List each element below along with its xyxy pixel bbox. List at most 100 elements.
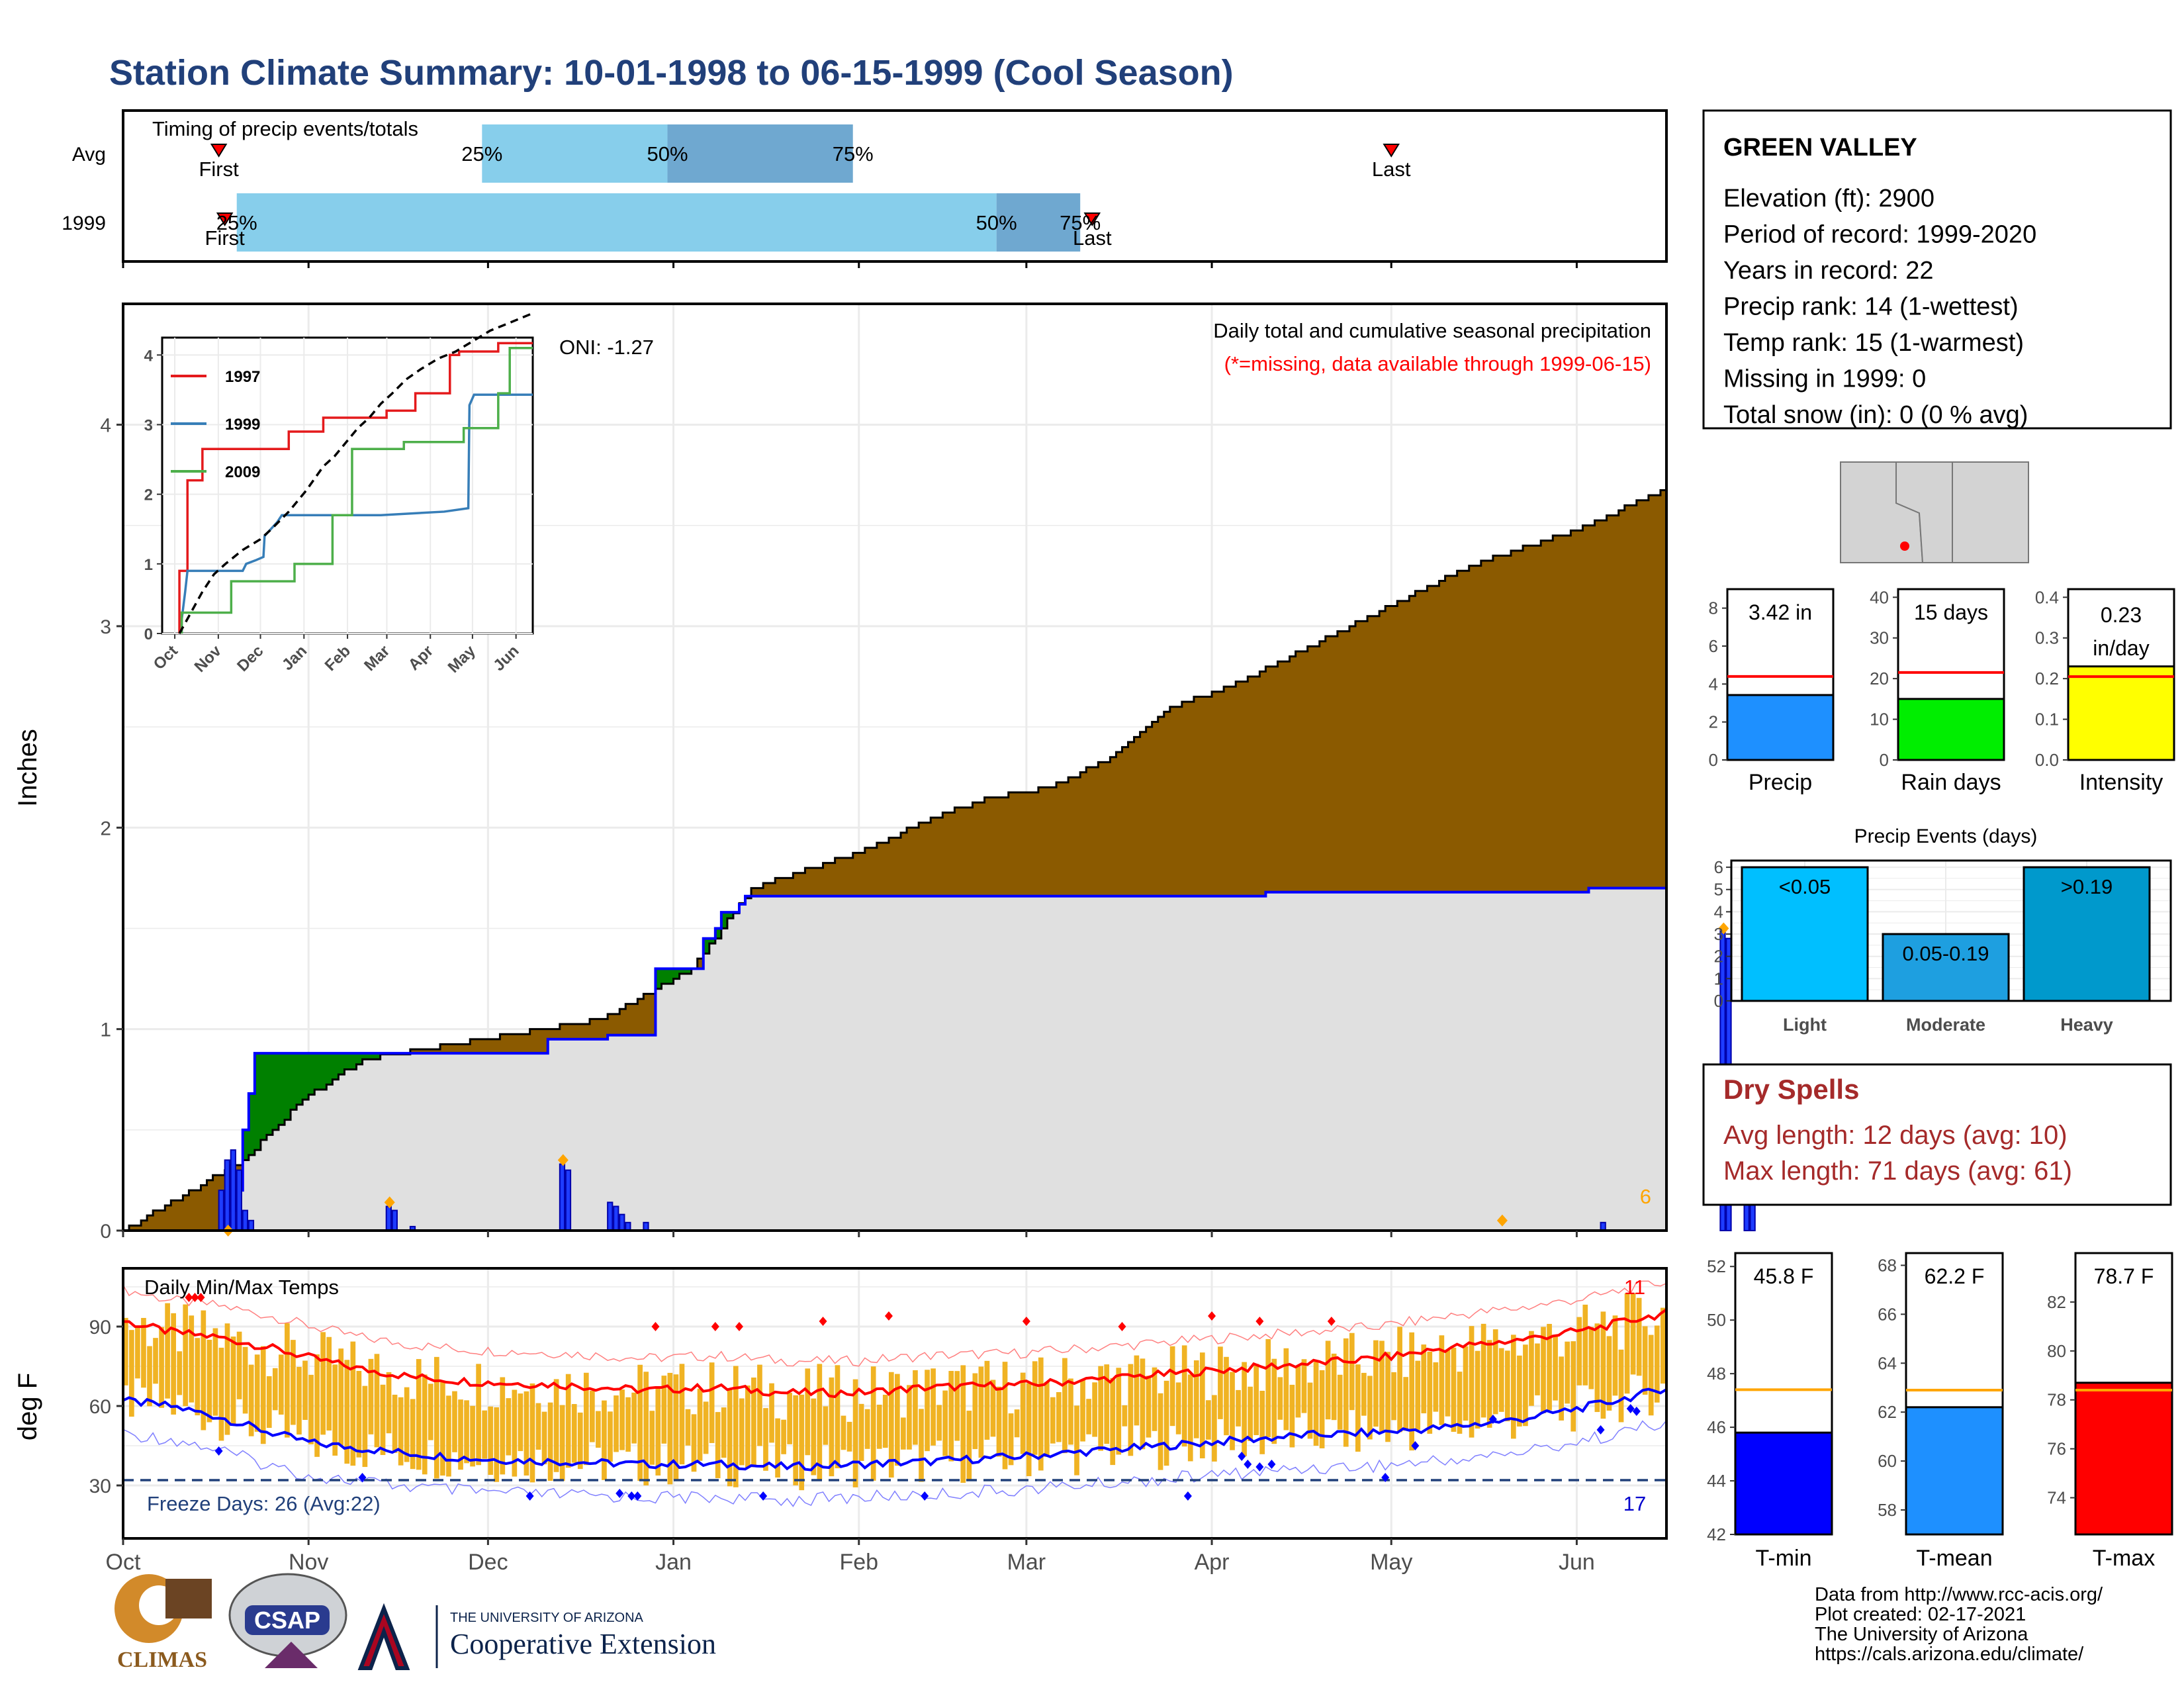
inset-ytick-label: 2 [144, 487, 153, 504]
temp-record-low-marker [1183, 1491, 1192, 1501]
temp-daily-range-bar [715, 1412, 721, 1479]
temp-daily-range-bar [1212, 1395, 1217, 1462]
temp-daily-range-bar [1421, 1344, 1427, 1414]
temp-record-low-marker [1626, 1404, 1635, 1413]
temp-daily-range-bar [787, 1393, 792, 1444]
temp-daily-range-bar [1606, 1336, 1612, 1411]
temp-daily-range-bar [123, 1317, 128, 1385]
temp-summary-ytick-label: 46 [1707, 1417, 1726, 1437]
temp-daily-range-bar [1349, 1333, 1355, 1411]
timing-label: Timing of precip events/totals [152, 117, 418, 140]
temp-summary-ytick-label: 82 [2047, 1292, 2066, 1312]
precip-daily-bar [248, 1219, 255, 1231]
temp-summary-ytick-label: 74 [2047, 1488, 2066, 1508]
temp-daily-range-bar [852, 1379, 858, 1487]
timing-avg-q50-q75-bar [667, 124, 853, 183]
temp-summary-ytick-label: 42 [1707, 1524, 1726, 1544]
events-bar-label: Moderate [1906, 1015, 1985, 1035]
temp-daily-range-bar [446, 1395, 451, 1477]
summary-bar-intensity [2067, 665, 2175, 761]
temp-daily-range-bar [1427, 1351, 1433, 1434]
timing-avg-last-label: Last [1372, 158, 1411, 181]
temp-daily-range-bar [781, 1419, 786, 1454]
oni-label: ONI: -1.27 [559, 336, 654, 359]
precip-frame [122, 303, 1668, 1232]
temp-daily-range-bar [1547, 1323, 1552, 1411]
temp-daily-range-bar [141, 1317, 146, 1388]
temp-daily-range-bar [1271, 1358, 1277, 1444]
temp-daily-range-bar [1313, 1362, 1319, 1446]
timing-row-avg: Avg [72, 144, 106, 165]
temp-daily-range-bar [518, 1393, 523, 1452]
temp-daily-range-bar [1319, 1370, 1325, 1448]
temp-daily-range-bar [230, 1336, 236, 1425]
temp-daily-range-bar [769, 1383, 774, 1443]
temp-daily-range-bar [763, 1408, 768, 1471]
timing-avg-q25-q50-bar [482, 124, 668, 183]
temp-daily-range-bar [882, 1394, 888, 1448]
temp-frame [122, 1267, 1668, 1540]
temp-daily-range-bar [1218, 1346, 1223, 1419]
dry-spells-title: Dry Spells [1723, 1074, 1859, 1105]
summary-ytick-label: 0.2 [2035, 669, 2059, 688]
credit-line-3: The University of Arizona [1815, 1624, 2028, 1645]
temp-daily-range-bar [189, 1315, 195, 1403]
temp-daily-range-bar [1002, 1362, 1008, 1470]
summary-ytick-label: 0.4 [2035, 587, 2059, 607]
precip-panel: Daily total and cumulative seasonal prec… [13, 303, 1756, 1243]
temp-daily-range-bar [697, 1388, 703, 1461]
temp-daily-range-bar [458, 1399, 463, 1470]
temp-daily-range-bar [913, 1370, 918, 1445]
temp-daily-range-bar [1492, 1329, 1498, 1415]
temp-daily-range-bar [1086, 1399, 1091, 1434]
month-label: Jan [655, 1550, 692, 1575]
temp-daily-range-bar [1181, 1345, 1187, 1447]
temp-record-high-marker [1327, 1317, 1336, 1326]
temp-daily-range-bar [1523, 1344, 1528, 1427]
temp-daily-range-bar [1367, 1376, 1373, 1440]
summary-ytick-label: 0.0 [2035, 750, 2059, 770]
temp-record-low-marker [627, 1491, 636, 1501]
temp-daily-range-bar [1559, 1356, 1564, 1421]
temp-daily-range-bar [846, 1421, 852, 1452]
temp-daily-range-bar [888, 1372, 894, 1478]
temp-daily-range-bar [326, 1336, 332, 1431]
temp-daily-range-bar [1080, 1380, 1085, 1442]
timing-year-first-marker [216, 212, 234, 226]
temp-daily-range-bar [272, 1368, 278, 1411]
temp-daily-range-bar [464, 1400, 469, 1464]
temp-summary-ytick-label: 78 [2047, 1390, 2066, 1410]
temp-daily-range-bar [206, 1339, 212, 1423]
temp-daily-range-bar [1104, 1364, 1110, 1444]
temp-daily-range-bar [775, 1418, 780, 1478]
temp-daily-range-bar [1128, 1364, 1134, 1456]
temp-daily-range-bar [919, 1409, 924, 1482]
temp-daily-range-bar [1445, 1349, 1451, 1417]
temp-daily-range-bar [1433, 1362, 1439, 1412]
temp-daily-range-bar [332, 1364, 338, 1456]
temp-daily-range-bar [1295, 1366, 1301, 1418]
summary-ytick-label: 30 [1870, 628, 1889, 648]
temp-daily-range-bar [1307, 1382, 1313, 1439]
temp-record-high-marker [735, 1322, 743, 1331]
temp-daily-range-bar [1038, 1357, 1044, 1471]
temp-daily-range-bar [625, 1397, 631, 1452]
station-detail-line: Period of record: 1999-2020 [1723, 221, 2036, 249]
temp-daily-range-bar [703, 1401, 709, 1454]
timing-panel: Timing of precip events/totals Avg 1999 … [62, 109, 1668, 268]
temp-daily-range-bar [171, 1313, 176, 1415]
temp-daily-range-bar [817, 1364, 823, 1480]
precip-ytick-label: 1 [100, 1019, 111, 1041]
csap-logo-text: CSAP [254, 1607, 320, 1634]
summary-bar-label: Intensity [2079, 770, 2163, 795]
temp-daily-range-bar [739, 1398, 745, 1466]
climas-logo: CLIMAS [114, 1574, 212, 1672]
summary-ytick-label: 20 [1870, 669, 1889, 688]
temp-daily-range-bar [1654, 1325, 1660, 1403]
temp-daily-range-bar [416, 1359, 422, 1470]
temp-daily-range-bar [1480, 1323, 1486, 1418]
precip-daily-bar [218, 1190, 224, 1232]
temp-daily-range-bar [374, 1354, 380, 1448]
temp-daily-range-bar [1582, 1304, 1588, 1385]
temp-daily-range-bar [661, 1376, 667, 1444]
